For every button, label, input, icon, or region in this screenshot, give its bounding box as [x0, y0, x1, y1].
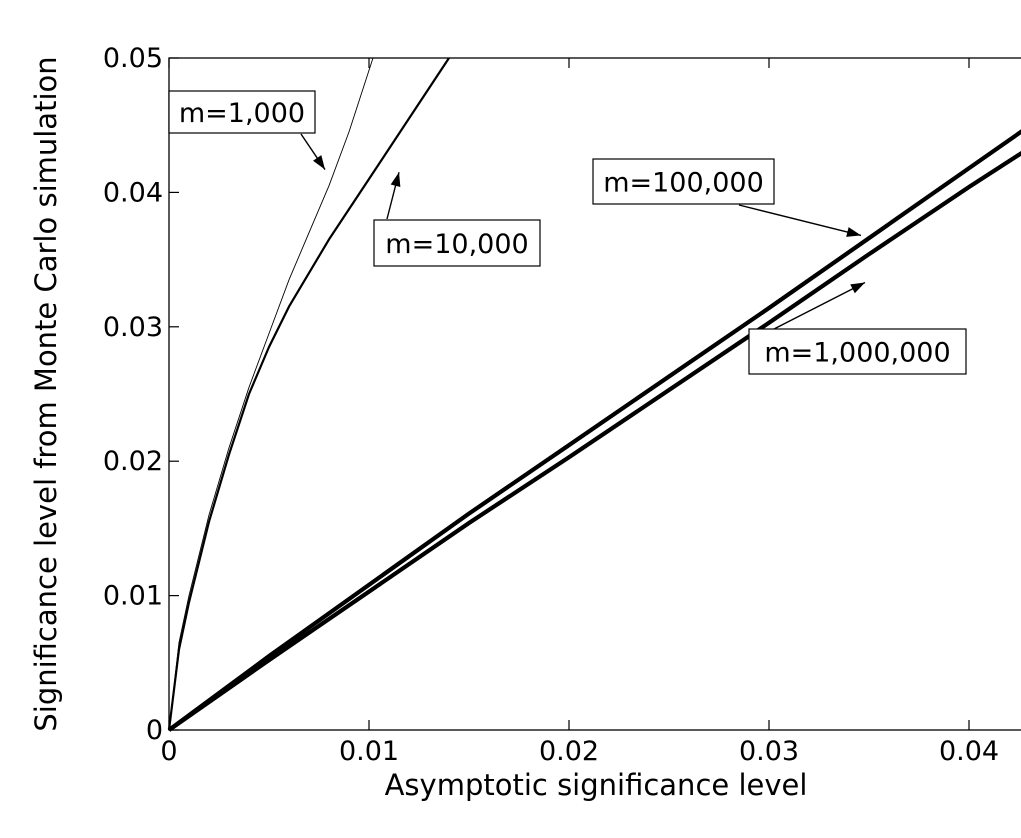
y-tick-label: 0: [146, 715, 163, 746]
annotation: m=1,000: [168, 90, 326, 170]
x-tick-label: 0: [160, 736, 177, 767]
annotation: m=10,000: [373, 172, 541, 267]
arrowhead: [846, 227, 861, 237]
annotation-box: [748, 328, 967, 375]
annotation-label: m=1,000,000: [764, 338, 950, 369]
annotation-arrow: [738, 204, 862, 237]
annotation: m=100,000: [592, 158, 862, 237]
x-tick-label: 0.04: [939, 736, 999, 767]
series-line: [167, 150, 1021, 732]
series-layer: [167, 57, 1021, 732]
y-tick-label: 0.04: [103, 177, 163, 208]
annotation-arrow: [773, 281, 866, 330]
annotation-label: m=10,000: [385, 229, 528, 260]
plot-area: m=1,000 m=10,000 m=100,000 m=1,000,000: [167, 57, 1021, 732]
annotation-label: m=1,000: [179, 98, 305, 129]
x-axis-label: Asymptotic significance level: [385, 768, 808, 802]
annotations: m=1,000 m=10,000 m=100,000 m=1,000,000: [168, 90, 967, 375]
arrowhead: [313, 155, 325, 170]
x-tick-label: 0.01: [339, 736, 399, 767]
annotation-box: [592, 158, 775, 205]
annotation: m=1,000,000: [748, 281, 967, 375]
series-line: [167, 57, 450, 731]
y-tick-label: 0.03: [103, 312, 163, 343]
annotation-box: [373, 219, 541, 267]
tick-labels: 00.010.020.030.040.0500.010.020.030.040.…: [103, 43, 999, 767]
plot-frame: [168, 57, 1021, 731]
y-tick-label: 0.02: [103, 446, 163, 477]
annotation-box: [168, 90, 316, 134]
series-line: [167, 129, 1021, 732]
arrowhead: [850, 282, 865, 294]
y-axis-label: Significance level from Monte Carlo simu…: [29, 56, 63, 731]
y-tick-label: 0.01: [103, 581, 163, 612]
x-tick-label: 0.02: [539, 736, 599, 767]
annotation-label: m=100,000: [603, 168, 764, 199]
y-tick-label: 0.05: [103, 43, 163, 74]
series-line: [168, 57, 374, 731]
arrowhead: [390, 172, 401, 188]
x-tick-label: 0.03: [739, 736, 799, 767]
